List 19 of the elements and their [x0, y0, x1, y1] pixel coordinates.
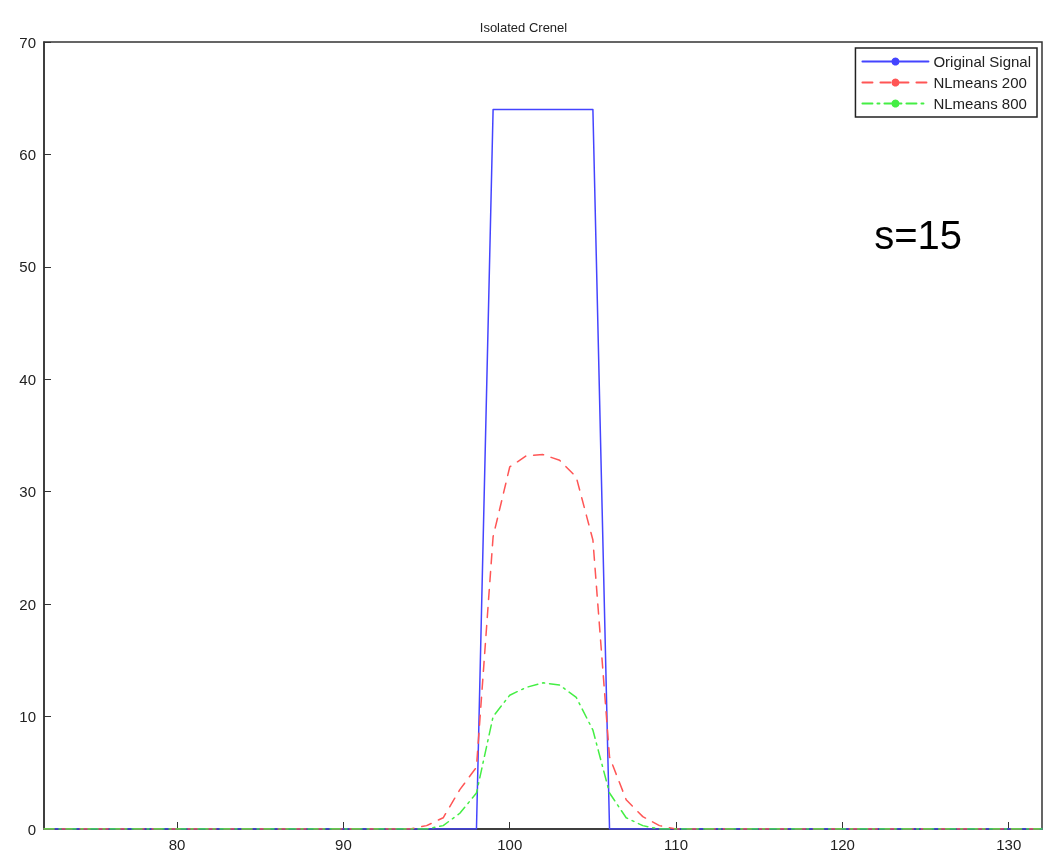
legend-label: NLmeans 200 [933, 74, 1027, 91]
x-tick-label: 120 [829, 836, 855, 853]
annotation: s=15 [874, 213, 963, 257]
legend-label: NLmeans 800 [933, 95, 1027, 112]
y-tick-label: 20 [19, 595, 36, 613]
y-tick-label: 10 [19, 708, 36, 726]
chart-title: Isolated Crenel [479, 20, 568, 35]
x-tick-label: 100 [497, 836, 523, 853]
x-tick-label: 110 [664, 836, 689, 853]
y-tick-label: 60 [19, 145, 36, 163]
legend-label: Original Signal [933, 53, 1032, 70]
y-tick-label: 70 [19, 33, 36, 51]
x-tick-label: 90 [335, 836, 352, 853]
y-tick-label: 40 [19, 370, 36, 388]
x-tick-label: 80 [168, 836, 186, 853]
y-tick-label: 30 [19, 483, 36, 501]
y-tick-label: 50 [19, 258, 36, 276]
x-tick-label: 130 [996, 836, 1022, 853]
y-tick-label: 0 [27, 820, 36, 838]
